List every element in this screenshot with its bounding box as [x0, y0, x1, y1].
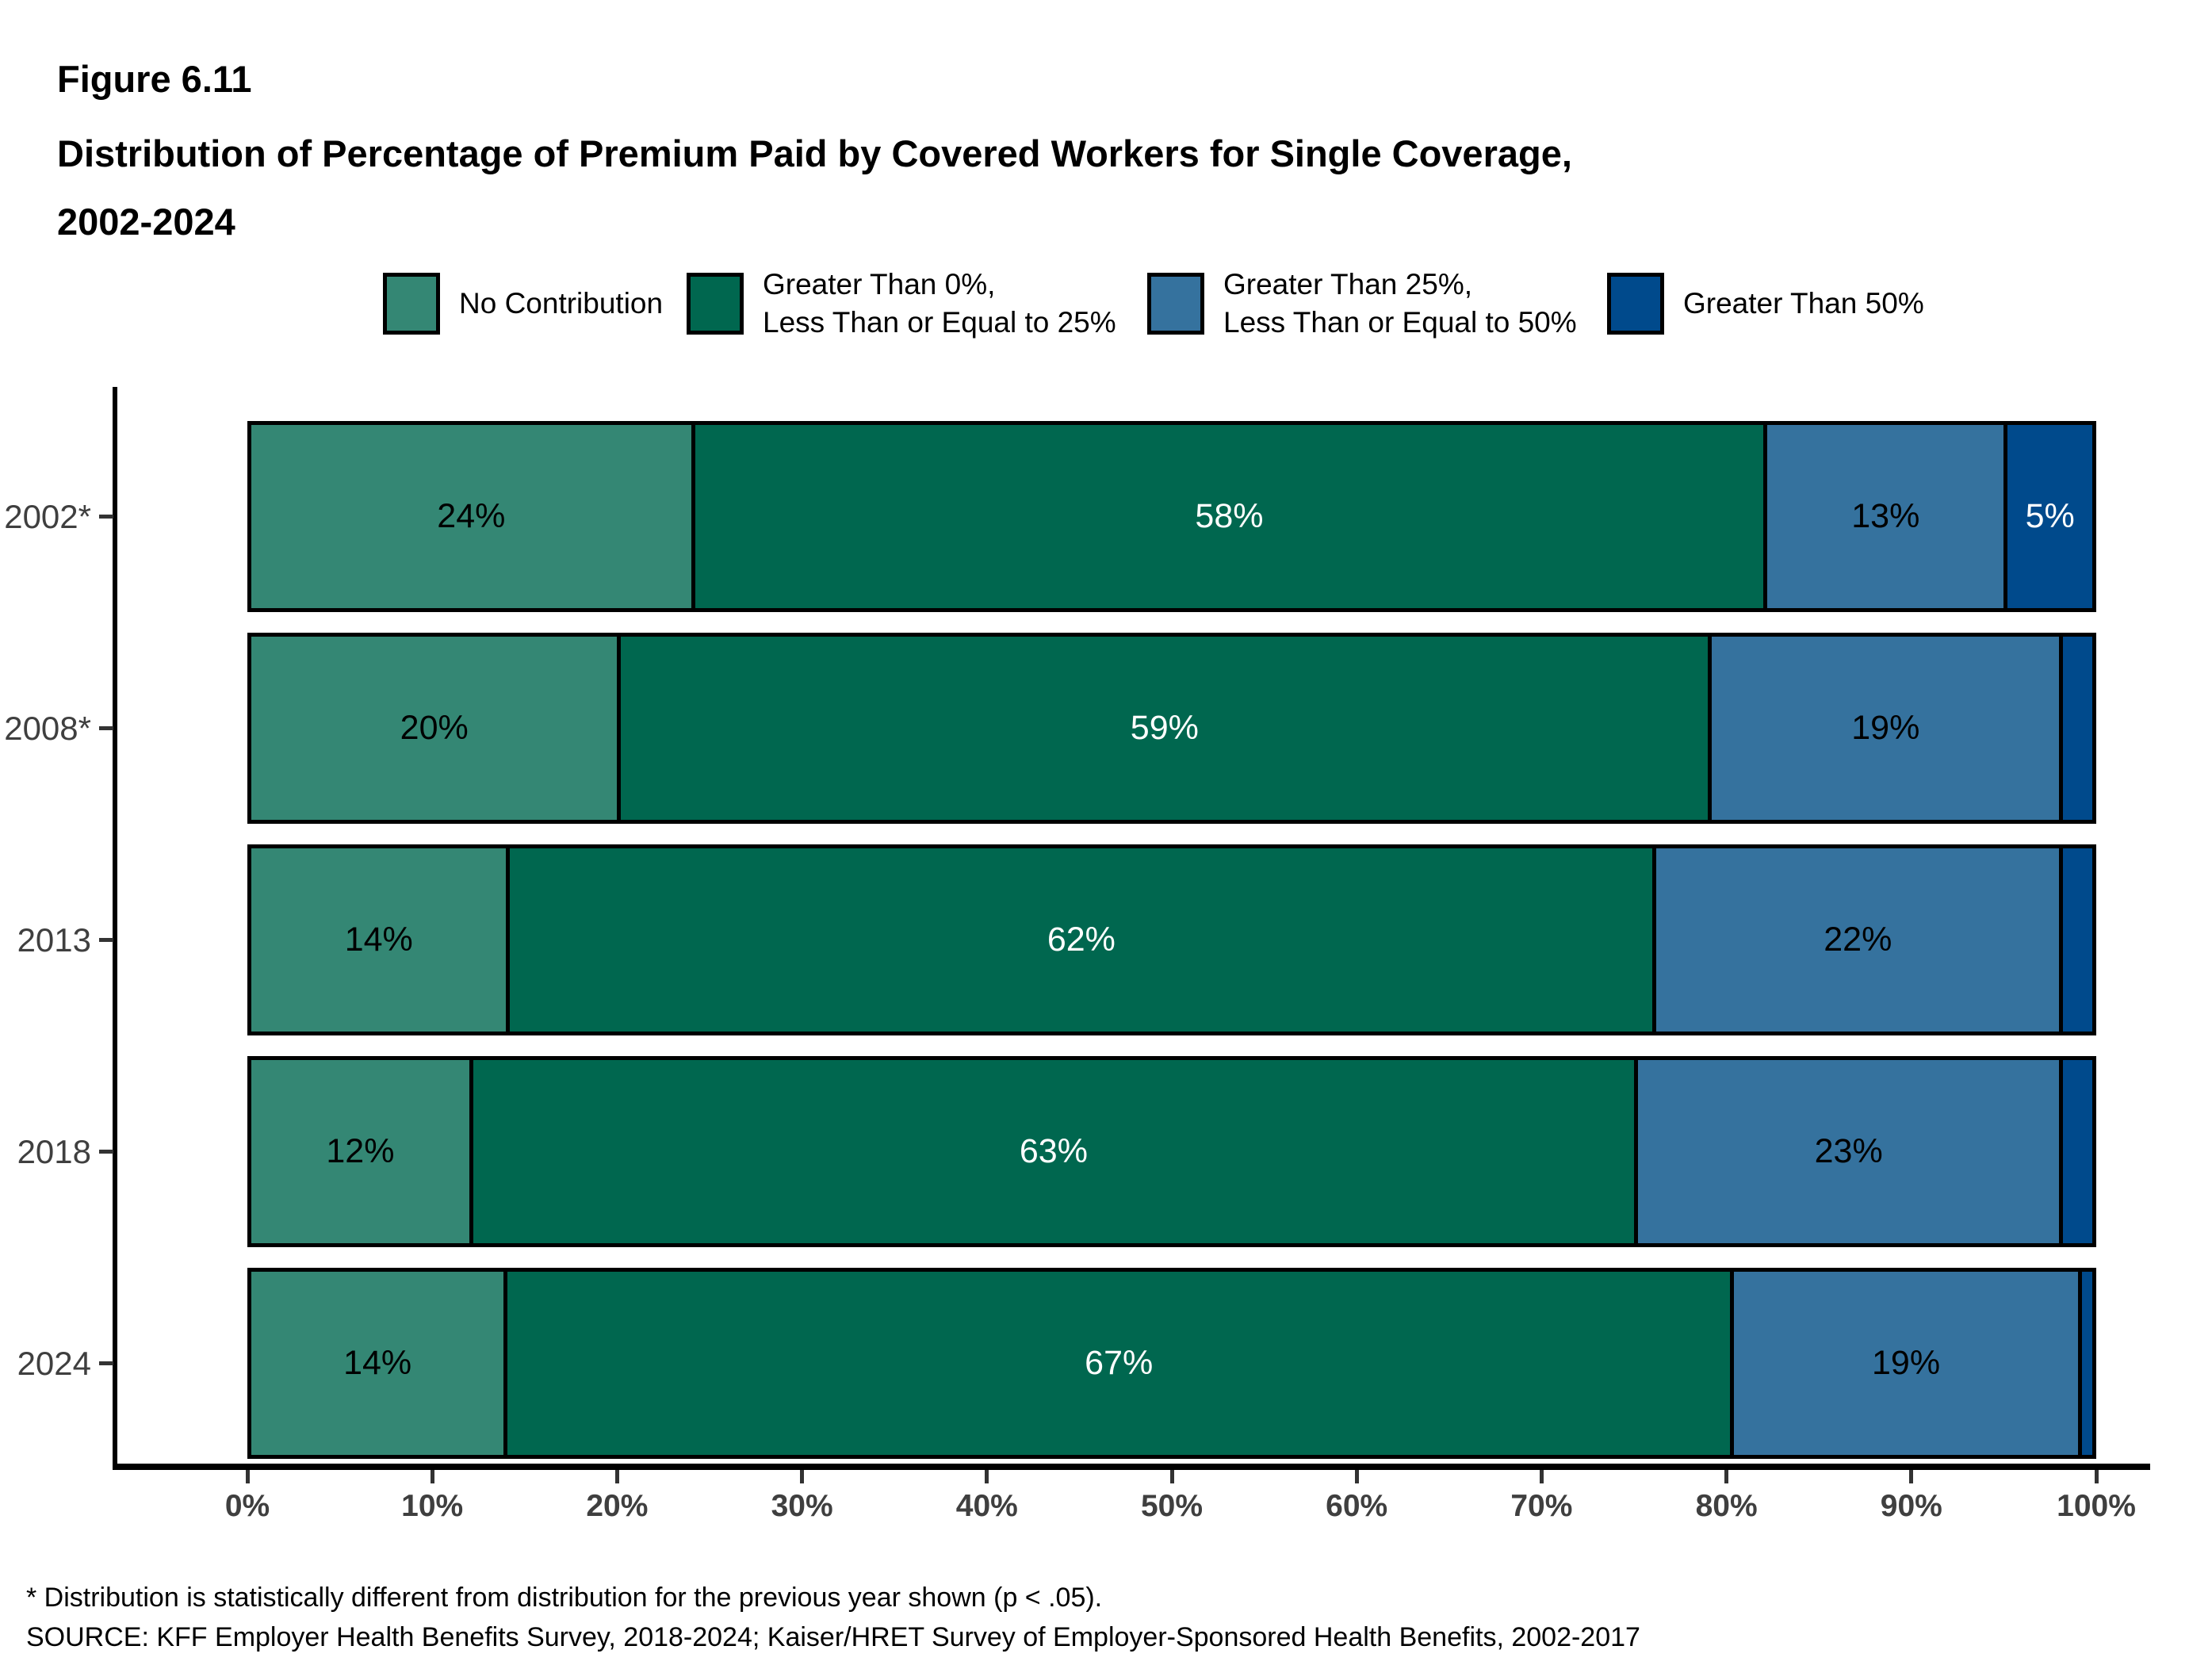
x-tick — [1724, 1470, 1729, 1483]
segment-value-label: 67% — [1085, 1344, 1154, 1382]
bar-segment: 14% — [247, 1268, 504, 1459]
segment-value-label: 19% — [1872, 1344, 1941, 1382]
x-tick-label: 100% — [2057, 1489, 2136, 1523]
x-tick — [614, 1470, 619, 1483]
x-tick-label: 30% — [771, 1489, 833, 1523]
bar-segment: 19% — [1730, 1268, 2078, 1459]
y-tick — [99, 1150, 113, 1154]
x-tick — [800, 1470, 805, 1483]
x-tick — [430, 1470, 434, 1483]
legend-item: Greater Than 50% — [1607, 273, 1924, 335]
chart-title-line1: Distribution of Percentage of Premium Pa… — [57, 132, 1572, 174]
legend-label: Greater Than 50% — [1683, 286, 1924, 320]
x-tick-label: 60% — [1326, 1489, 1388, 1523]
segment-value-label: 13% — [1851, 497, 1920, 535]
bar-segment — [2059, 844, 2096, 1035]
legend-label: Greater Than 25%, Less Than or Equal to 5… — [1223, 267, 1577, 339]
x-tick — [1539, 1470, 1544, 1483]
x-tick-label: 50% — [1140, 1489, 1204, 1523]
x-tick — [985, 1470, 989, 1483]
chart-title-line2: 2002-2024 — [57, 201, 235, 243]
bar-row-2018: 12% 63% 23% — [247, 1056, 2096, 1247]
bar-segment: 5% — [2003, 421, 2096, 612]
legend-swatch — [1147, 273, 1204, 335]
bar-row-2008: 20% 59% 19% — [247, 633, 2096, 824]
x-tick — [1169, 1470, 1174, 1483]
bar-segment: 63% — [469, 1056, 1634, 1247]
bar-segment: 67% — [503, 1268, 1731, 1459]
bar-row-2024: 14% 67% 19% — [247, 1268, 2096, 1459]
segment-value-label: 23% — [1814, 1132, 1883, 1170]
y-axis-label: 2024 — [17, 1344, 91, 1382]
bar-segment: 14% — [247, 844, 507, 1035]
bar-segment: 12% — [247, 1056, 469, 1247]
y-axis-label: 2013 — [17, 921, 91, 959]
bar-segment — [2059, 1056, 2096, 1247]
x-tick — [1354, 1470, 1359, 1483]
legend-swatch — [1607, 273, 1664, 335]
legend-label: No Contribution — [459, 286, 664, 320]
segment-value-label: 59% — [1130, 709, 1199, 747]
bar-segment — [2077, 1268, 2096, 1459]
segment-value-label: 12% — [326, 1132, 395, 1170]
bar-row-2013: 14% 62% 22% — [247, 844, 2096, 1035]
segment-value-label: 14% — [343, 1344, 412, 1382]
bar-segment: 24% — [247, 421, 691, 612]
y-axis-label: 2018 — [17, 1132, 91, 1170]
bar-row-2002: 24% 58% 13% 5% — [247, 421, 2096, 612]
x-tick-label: 70% — [1510, 1489, 1573, 1523]
legend-item: Greater Than 0%, Less Than or Equal to 25… — [687, 268, 1116, 339]
segment-value-label: 58% — [1195, 497, 1264, 535]
y-axis-label: 2008* — [4, 709, 91, 747]
segment-value-label: 63% — [1019, 1132, 1088, 1170]
x-tick-label: 80% — [1695, 1489, 1758, 1523]
footnote-source: SOURCE: KFF Employer Health Benefits Sur… — [26, 1622, 1640, 1652]
bar-segment — [2059, 633, 2096, 824]
segment-value-label: 24% — [437, 497, 506, 535]
figure-label: Figure 6.11 — [57, 58, 252, 100]
legend-swatch — [687, 273, 744, 335]
x-tick-label: 20% — [586, 1489, 649, 1523]
y-tick — [99, 938, 113, 942]
x-tick-label: 90% — [1880, 1489, 1942, 1523]
bar-segment: 22% — [1652, 844, 2060, 1035]
segment-value-label: 22% — [1824, 921, 1892, 959]
x-tick-label: 0% — [224, 1489, 270, 1523]
y-tick — [99, 515, 113, 519]
bar-segment: 59% — [617, 633, 1709, 824]
bar-segment: 58% — [691, 421, 1764, 612]
x-axis-line — [113, 1464, 2150, 1470]
segment-value-label: 62% — [1047, 921, 1116, 959]
segment-value-label: 20% — [400, 709, 469, 747]
legend-item: No Contribution — [383, 273, 663, 335]
y-tick — [99, 726, 113, 730]
legend-label: Greater Than 0%, Less Than or Equal to 25… — [763, 267, 1116, 339]
x-tick-label: 40% — [955, 1489, 1018, 1523]
x-tick-label: 10% — [401, 1489, 464, 1523]
bar-segment: 19% — [1708, 633, 2060, 824]
bar-segment: 23% — [1633, 1056, 2060, 1247]
segment-value-label: 5% — [2025, 497, 2075, 535]
x-tick — [2094, 1470, 2099, 1483]
bar-segment: 13% — [1763, 421, 2004, 612]
y-axis-line — [113, 387, 117, 1467]
legend-swatch — [383, 273, 440, 335]
legend-item: Greater Than 25%, Less Than or Equal to 5… — [1147, 268, 1577, 339]
footnote-significance: * Distribution is statistically differen… — [26, 1583, 1103, 1613]
x-tick — [1909, 1470, 1914, 1483]
bar-segment: 20% — [247, 633, 618, 824]
segment-value-label: 14% — [344, 921, 413, 959]
bar-segment: 62% — [506, 844, 1653, 1035]
y-tick — [99, 1361, 113, 1365]
segment-value-label: 19% — [1851, 709, 1920, 747]
x-tick — [245, 1470, 250, 1483]
y-axis-label: 2002* — [4, 497, 91, 535]
